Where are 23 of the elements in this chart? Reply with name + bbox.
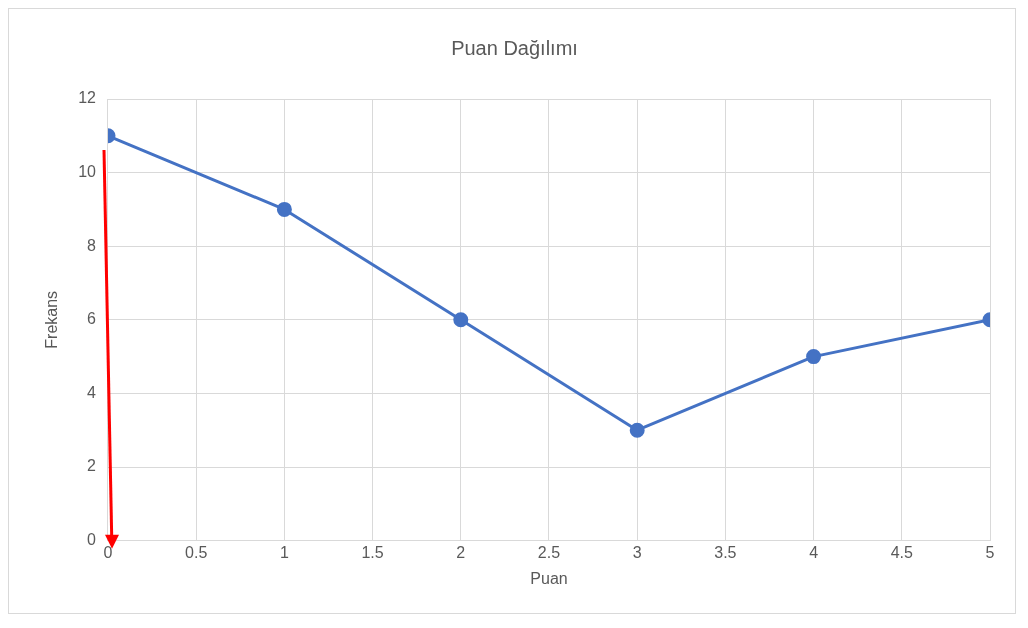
x-tick-label: 1 bbox=[279, 543, 289, 561]
y-tick-label: 0 bbox=[87, 531, 97, 549]
chart-title: Puan Dağılımı bbox=[451, 36, 578, 59]
y-tick-label: 12 bbox=[78, 89, 97, 107]
x-tick-label: 2.5 bbox=[537, 543, 561, 561]
x-tick-label: 5 bbox=[985, 543, 995, 561]
x-tick-label: 4 bbox=[809, 543, 819, 561]
y-tick-label: 2 bbox=[87, 457, 97, 475]
x-tick-label: 0 bbox=[103, 543, 113, 561]
y-tick-label: 10 bbox=[78, 163, 97, 181]
y-tick-label: 4 bbox=[87, 383, 97, 401]
point bbox=[629, 422, 645, 438]
x-tick-label: 3.5 bbox=[714, 543, 737, 561]
point bbox=[453, 312, 469, 328]
y-tick-label: 6 bbox=[87, 310, 97, 328]
x-tick-label: 0.5 bbox=[185, 543, 208, 561]
x-tick-label: 1.5 bbox=[361, 543, 384, 561]
y-axis-title: Frekans bbox=[43, 290, 61, 349]
y-tick-label: 8 bbox=[87, 236, 97, 254]
x-axis-title: Puan bbox=[530, 569, 568, 587]
x-tick-label: 4.5 bbox=[890, 543, 914, 561]
x-tick-label: 3 bbox=[632, 543, 642, 561]
x-tick-label: 2 bbox=[456, 543, 466, 561]
